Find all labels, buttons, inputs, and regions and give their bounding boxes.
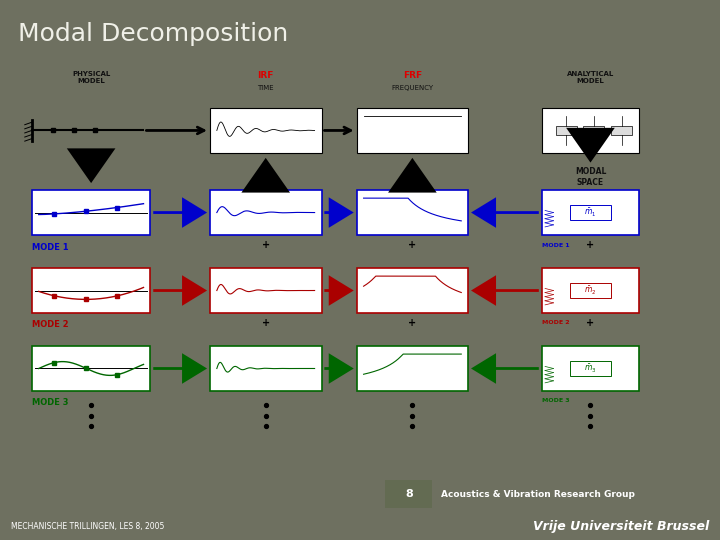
Bar	[210, 268, 322, 313]
Text: Vrije Universiteit Brussel: Vrije Universiteit Brussel	[533, 520, 709, 533]
Bar	[32, 346, 150, 391]
Text: Acoustics & Vibration Research Group: Acoustics & Vibration Research Group	[441, 490, 634, 498]
Text: +: +	[408, 240, 416, 251]
Bar	[541, 346, 639, 391]
Bar	[541, 190, 639, 235]
Bar	[356, 190, 468, 235]
Text: MODE 3: MODE 3	[541, 399, 570, 403]
Text: FREQUENCY: FREQUENCY	[391, 85, 433, 91]
Bar	[210, 346, 322, 391]
Bar	[570, 283, 611, 298]
Text: +: +	[261, 240, 270, 251]
Bar	[356, 268, 468, 313]
Text: $\bar{m}_1$: $\bar{m}_1$	[584, 206, 597, 219]
Text: MODE 3: MODE 3	[32, 399, 68, 408]
Text: ANALYTICAL
MODEL: ANALYTICAL MODEL	[567, 71, 614, 84]
Bar	[541, 268, 639, 313]
Bar	[32, 190, 150, 235]
Text: $\bar{m}_2$: $\bar{m}_2$	[584, 285, 597, 296]
Bar	[210, 108, 322, 153]
Bar	[583, 125, 605, 136]
Text: TIME: TIME	[258, 85, 274, 91]
Text: +: +	[261, 319, 270, 328]
Bar	[570, 361, 611, 376]
Text: MODE 2: MODE 2	[32, 320, 68, 329]
Bar	[556, 125, 577, 136]
Bar	[385, 481, 432, 508]
Bar	[210, 190, 322, 235]
Text: 8: 8	[405, 489, 413, 499]
Text: +: +	[586, 240, 595, 251]
Bar	[541, 108, 639, 153]
Text: +: +	[586, 319, 595, 328]
Text: Modal Decomposition: Modal Decomposition	[18, 22, 288, 46]
Bar	[611, 125, 632, 136]
Text: MECHANISCHE TRILLINGEN, LES 8, 2005: MECHANISCHE TRILLINGEN, LES 8, 2005	[11, 522, 164, 531]
Bar	[356, 346, 468, 391]
Text: PHYSICAL
MODEL: PHYSICAL MODEL	[72, 71, 110, 84]
Text: +: +	[408, 319, 416, 328]
Text: IRF: IRF	[258, 71, 274, 80]
Bar	[32, 268, 150, 313]
Text: FRF: FRF	[402, 71, 422, 80]
Text: MODE 2: MODE 2	[541, 320, 570, 326]
Text: MODAL
SPACE: MODAL SPACE	[575, 167, 606, 187]
Bar	[570, 205, 611, 220]
Text: MODE 1: MODE 1	[32, 242, 68, 252]
Text: MODE 1: MODE 1	[541, 242, 570, 247]
Text: $\bar{m}_3$: $\bar{m}_3$	[584, 362, 597, 375]
Bar	[356, 108, 468, 153]
